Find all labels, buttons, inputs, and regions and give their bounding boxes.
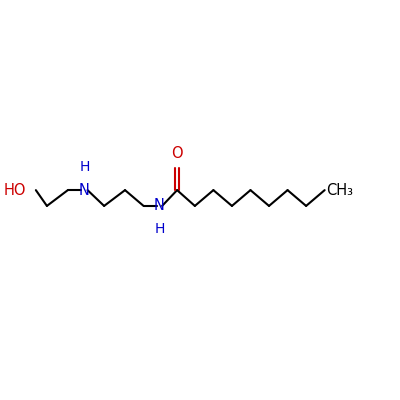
Text: N: N <box>79 183 90 198</box>
Text: HO: HO <box>4 183 26 198</box>
Text: H: H <box>154 222 164 236</box>
Text: CH₃: CH₃ <box>327 183 354 198</box>
Text: N: N <box>154 198 165 214</box>
Text: O: O <box>171 146 183 160</box>
Text: H: H <box>79 160 90 174</box>
